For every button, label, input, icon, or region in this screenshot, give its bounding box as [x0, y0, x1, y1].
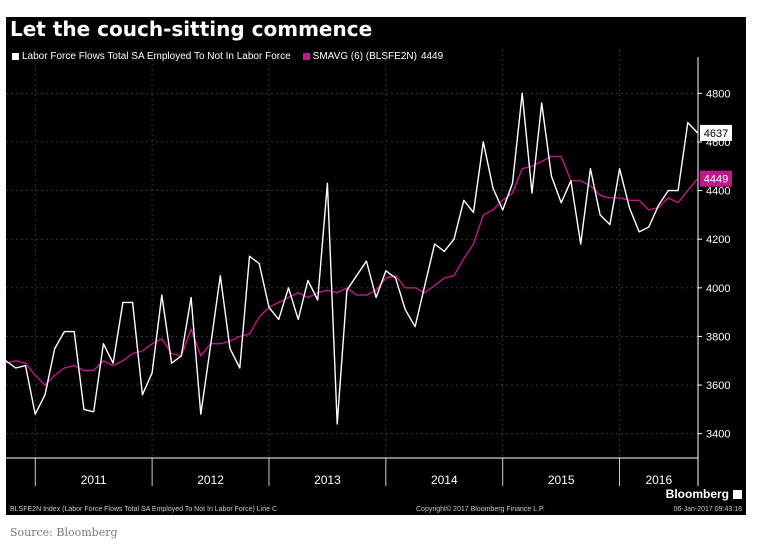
legend-value-avg: 4449: [420, 51, 444, 62]
last-value-tag-main: [700, 124, 732, 141]
y-tick-label: 4000: [706, 283, 730, 295]
legend-swatch-main: [12, 53, 19, 60]
last-value-tag-avg: [700, 170, 732, 187]
y-tick-label: 3400: [706, 429, 730, 441]
legend-item-avg: SMAVG (6) (BLSFE2N) 4449: [301, 51, 444, 62]
x-tick-label: 2015: [548, 473, 575, 487]
footer-timestamp: 06-Jan-2017 09:43:18: [673, 506, 743, 513]
footer-ticker: BLSFE2N Index (Labor Force Flows Total S…: [10, 506, 278, 513]
y-tick-label: 3800: [706, 331, 730, 343]
legend-label-main: Labor Force Flows Total SA Employed To N…: [22, 51, 291, 62]
chart-title: Let the couch-sitting commence: [10, 17, 373, 41]
bloomberg-logo: Bloomberg: [666, 487, 742, 501]
x-tick-label: 2014: [431, 473, 458, 487]
last-value-label-avg: 4449: [704, 174, 728, 186]
series-line-avg: [6, 155, 699, 386]
y-tick-label: 4200: [706, 234, 730, 246]
x-tick-label: 2011: [81, 473, 107, 487]
footer-copyright: Copyright© 2017 Bloomberg Finance L.P.: [416, 506, 545, 513]
x-tick-label: 2013: [314, 473, 341, 487]
legend-label-avg: SMAVG (6) (BLSFE2N): [312, 51, 417, 62]
brand-mark-icon: [733, 489, 742, 499]
brand-label: Bloomberg: [665, 487, 729, 501]
y-tick-label: 4400: [706, 186, 730, 198]
legend-item-main: Labor Force Flows Total SA Employed To N…: [10, 51, 291, 62]
legend-swatch-avg: [302, 53, 310, 60]
source-note: Source: Bloomberg: [10, 526, 118, 539]
y-tick-label: 3600: [706, 380, 730, 392]
last-value-label-main: 4637: [704, 128, 728, 140]
x-tick-label: 2012: [197, 473, 224, 487]
x-tick-label: 2016: [645, 473, 672, 487]
y-tick-label: 4800: [706, 88, 730, 100]
series-line-main: [6, 92, 699, 425]
chart-panel: Let the couch-sitting commence Labor For…: [6, 17, 746, 515]
legend: Labor Force Flows Total SA Employed To N…: [10, 51, 453, 62]
